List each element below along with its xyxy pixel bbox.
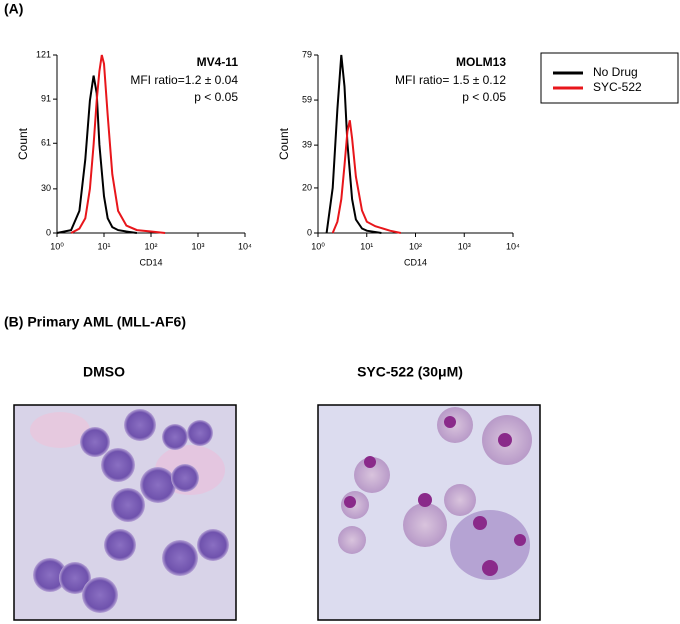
x-tick-label: 10⁰ xyxy=(311,241,325,251)
chart-title: MOLM13 xyxy=(456,55,506,69)
legend-box xyxy=(540,52,679,104)
x-tick-label: 10⁴ xyxy=(506,241,520,251)
legend-label: No Drug xyxy=(593,65,638,79)
y-tick-label: 91 xyxy=(41,94,51,104)
x-tick-label: 10⁴ xyxy=(238,241,252,251)
y-tick-label: 30 xyxy=(41,183,51,193)
x-tick-label: 10⁰ xyxy=(50,241,64,251)
y-tick-label: 59 xyxy=(302,94,312,104)
annotation: MFI ratio=1.2 ± 0.04 xyxy=(130,73,238,87)
y-tick-label: 0 xyxy=(307,227,312,237)
y-tick-label: 79 xyxy=(302,49,312,59)
x-axis-label: CD14 xyxy=(404,257,427,267)
x-tick-label: 10³ xyxy=(191,241,204,251)
series-line xyxy=(70,54,166,234)
y-tick-label: 0 xyxy=(46,227,51,237)
x-tick-label: 10² xyxy=(409,241,422,251)
annotation: p < 0.05 xyxy=(194,90,238,104)
y-axis-label: Count xyxy=(277,127,291,160)
y-tick-label: 39 xyxy=(302,140,312,150)
micrograph xyxy=(13,404,237,621)
legend-label: SYC-522 xyxy=(593,80,642,94)
series-line xyxy=(325,54,382,234)
series-line xyxy=(331,120,402,234)
annotation: p < 0.05 xyxy=(462,90,506,104)
y-tick-label: 20 xyxy=(302,182,312,192)
x-tick-label: 10³ xyxy=(458,241,471,251)
x-tick-label: 10² xyxy=(144,241,157,251)
x-axis-label: CD14 xyxy=(139,257,162,267)
micrograph xyxy=(317,404,541,621)
y-tick-label: 121 xyxy=(36,49,51,59)
panel-label: (A) xyxy=(4,1,23,17)
image-caption: SYC-522 (30μM) xyxy=(357,364,463,380)
x-tick-label: 10¹ xyxy=(360,241,373,251)
annotation: MFI ratio= 1.5 ± 0.12 xyxy=(395,73,506,87)
y-axis-label: Count xyxy=(16,127,30,160)
x-tick-label: 10¹ xyxy=(97,241,110,251)
series-line xyxy=(56,75,138,234)
y-tick-label: 61 xyxy=(41,138,51,148)
panel-label: (B) Primary AML (MLL-AF6) xyxy=(4,314,186,330)
chart-title: MV4-11 xyxy=(197,55,239,69)
image-caption: DMSO xyxy=(83,364,125,380)
